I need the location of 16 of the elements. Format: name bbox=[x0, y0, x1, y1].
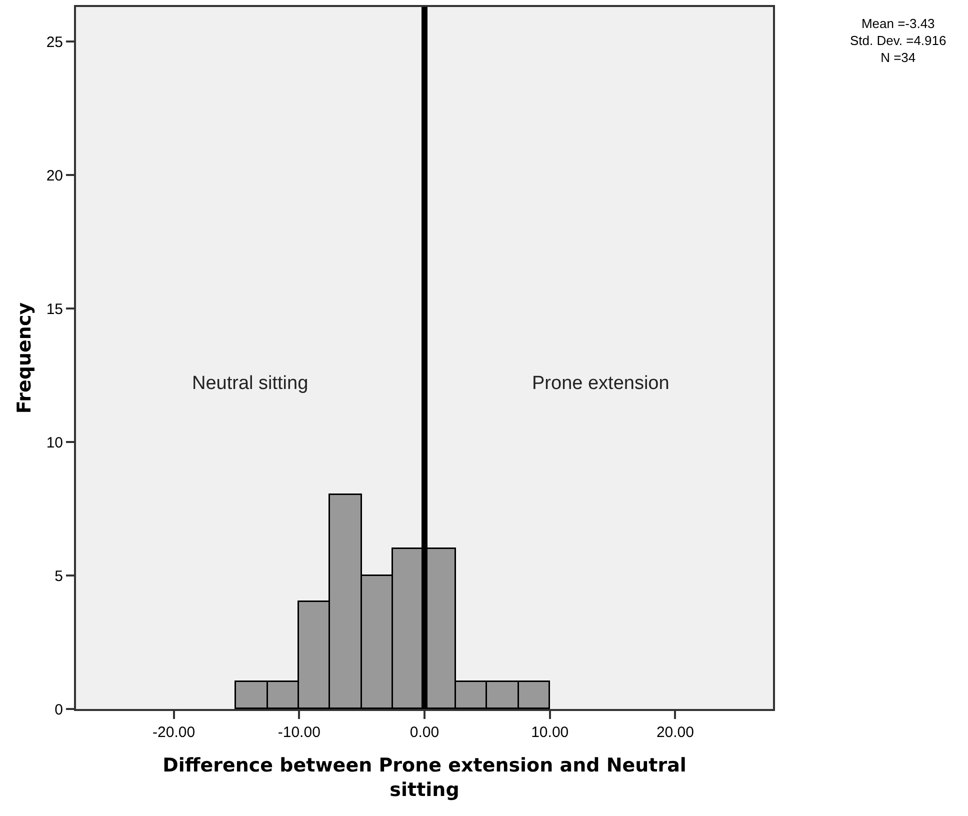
y-tick-label: 15 bbox=[46, 300, 63, 318]
y-axis-title: Frequency bbox=[14, 302, 36, 414]
y-tick-label: 25 bbox=[46, 34, 63, 51]
x-tick-label: 10.00 bbox=[531, 724, 569, 741]
y-tick-label: 5 bbox=[54, 568, 63, 585]
y-tick-label: 0 bbox=[54, 701, 63, 718]
y-tick-label: 20 bbox=[46, 167, 63, 184]
text: Mean =-3.43 Std. Dev. =4.916 N =34 bbox=[850, 16, 946, 65]
annotation: Prone extension bbox=[532, 373, 670, 394]
x-axis-title: Difference between Prone extension and Neutral sitting bbox=[162, 754, 686, 801]
x-tick-label: -20.00 bbox=[152, 724, 196, 741]
x-tick-label: -10.00 bbox=[278, 724, 320, 741]
x-tick-label: 0.00 bbox=[410, 724, 440, 741]
annotation: Neutral sitting bbox=[192, 373, 308, 394]
y-tick-label: 10 bbox=[46, 434, 63, 452]
x-tick-label: 20.00 bbox=[656, 724, 694, 741]
